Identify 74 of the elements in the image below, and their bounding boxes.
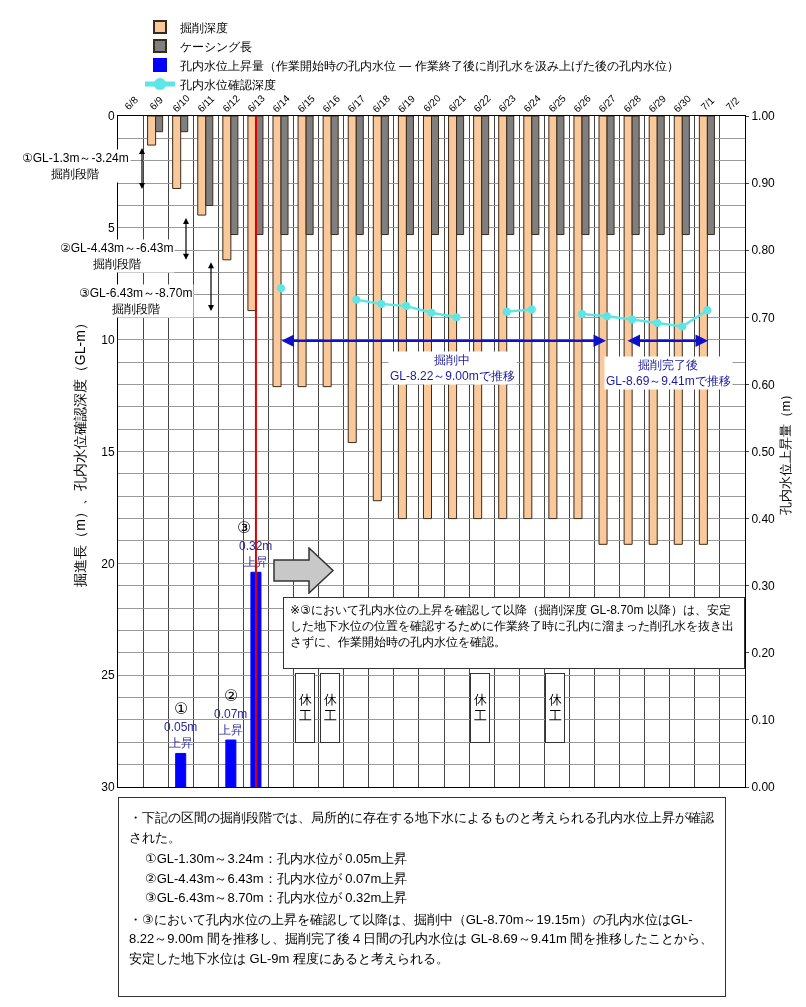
x-tick-label: 6/8 [122,93,141,112]
annotation: ②GL-4.43m～-6.43m 掘削段階 [60,241,174,271]
label-box: 休工 [545,673,565,743]
annotation: 掘削完了後 GL-8.69～9.41mで推移 [606,358,731,388]
y2-tick-label: 1.00 [751,109,776,124]
x-tick-label: 6/16 [320,92,343,115]
x-tick-label: 6/23 [496,92,519,115]
x-tick-label: 6/30 [671,92,694,115]
legend-label: ケーシング長 [180,39,252,54]
y2-tick-label: 0.40 [751,511,776,526]
x-tick-label: 6/19 [395,92,418,115]
point [402,302,411,311]
y2-tick-label: 0.90 [751,176,776,191]
x-tick-label: 6/24 [521,92,544,115]
x-tick-label: 6/15 [295,92,318,115]
point [653,318,662,327]
x-tick-label: 6/28 [621,92,644,115]
legend-label: 掘削深度 [180,20,228,35]
legend-label: 孔内水位確認深度 [180,77,276,92]
y-tick-label: 25 [101,668,115,683]
point [452,313,461,322]
label-box: 休工 [295,673,315,743]
annotation: ①GL-1.3m～-3.24m 掘削段階 [22,151,129,181]
label-box: 休工 [470,673,490,743]
point [427,308,436,317]
point [577,309,586,318]
label-box: 休工 [320,673,340,743]
y-tick-label: 0 [107,109,115,124]
x-tick-label: 7/1 [698,94,717,113]
y-tick-label: 5 [107,221,115,236]
x-tick-label: 6/22 [471,92,494,115]
point [703,306,712,315]
point [352,295,361,304]
x-tick-label: 6/20 [421,92,444,114]
x-tick-label: 6/29 [646,92,669,115]
point [603,312,612,321]
point [628,315,637,324]
y-tick-label: 20 [101,556,115,571]
x-tick-label: 6/25 [546,92,569,115]
y2-tick-label: 0.10 [751,713,776,728]
bar [175,752,187,787]
bar [225,739,237,787]
point [678,322,687,331]
note-box: ※③において孔内水位の上昇を確認して以降（掘削深度 GL-8.70m 以降）は、安定した地下水位の位置を確認するために作業終了時に孔内に溜まった削孔水を抜き出さずに、作業開始時の孔内水位を確認。 [283,597,745,669]
y2-tick-label: 0.00 [751,780,776,795]
x-tick-label: 6/18 [370,92,393,115]
x-tick-label: 6/9 [147,94,166,112]
y-tick-label: 10 [101,332,115,347]
x-tick-label: 6/13 [245,92,268,115]
x-tick-label: 6/26 [571,92,594,115]
legend-label: 孔内水位上昇量（作業開始時の孔内水位 ― 作業終了後に削孔水を汲み上げた後の孔内水位） [180,58,679,73]
x-tick-label: 6/10 [170,92,193,115]
x-tick-label: 6/11 [195,92,217,115]
y-tick-label: 15 [101,444,115,459]
y2-tick-label: 0.50 [751,444,776,459]
x-tick-label: 7/2 [723,94,742,113]
annotation: ② [224,687,239,704]
y-axis-title: 掘進長（m）、孔内水位確認深度（GL-m） [71,316,88,587]
y2-axis-title: 孔内水位上昇量（m） [777,387,793,516]
annotation: ③GL-6.43m～-8.70m 掘削段階 [79,286,193,316]
y2-tick-label: 0.30 [751,578,776,593]
y-tick-label: 30 [101,780,115,795]
y2-tick-label: 0.20 [751,646,776,660]
point [377,299,386,308]
annotation: 掘削中 GL-8.22～9.00mで推移 [390,353,515,383]
annotation: ① [174,700,189,717]
y2-tick-label: 0.60 [751,377,776,392]
y2-tick-label: 0.70 [751,310,776,325]
note-box: ・下記の区間の掘削段階では、局所的に存在する地下水によるものと考えられる孔内水位上昇が確認された。 ①GL-1.30m～3.24m：孔内水位が 0.05m上昇 ②GL-4.43m～6.43m：孔内水位が 0.07m上昇 ③GL-6.43m～8.70m：孔内水位が 0.32m上昇 ・③において孔内水位の上昇を確認して以降は、掘削中（GL-8.70m～19.15m）の孔内水位はGL-8.22～9.00m 間を推移し、掘削完了後４日間の孔内水位は GL-8.69～9.41m 間を推移したことから、安定した地下水位は GL-9m 程度にあると考えられる。 [118,797,726,997]
x-tick-label: 6/17 [345,92,368,115]
x-tick-label: 6/12 [220,92,243,115]
x-tick-label: 6/21 [446,92,469,115]
y2-tick-label: 0.80 [751,243,776,258]
x-tick-label: 6/14 [270,92,293,115]
